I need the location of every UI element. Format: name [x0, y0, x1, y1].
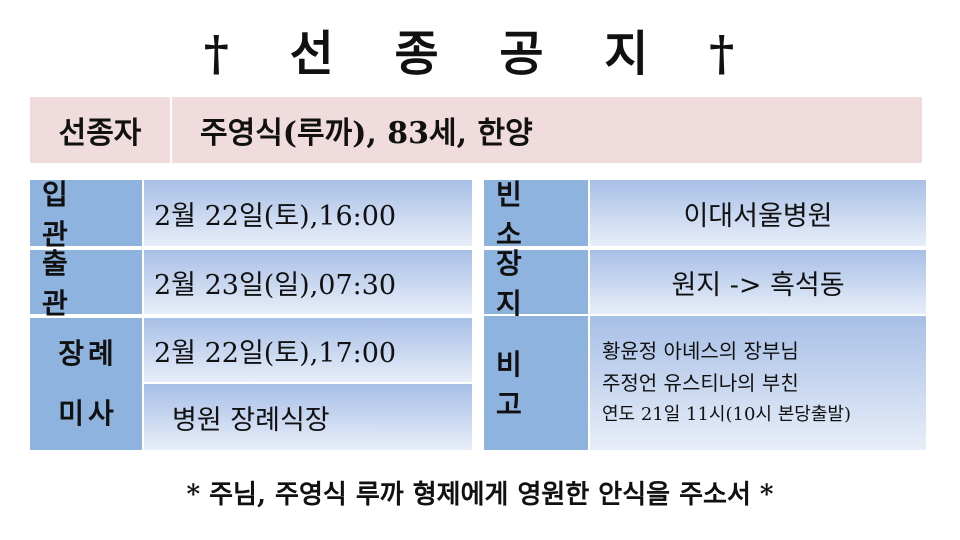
- departure-value: 2월 23일(일),07:30: [144, 250, 472, 314]
- funeral-mass-label: 장례 미사: [30, 318, 142, 450]
- prayer-footer: * 주님, 주영식 루까 형제에게 영원한 안식을 주소서 *: [186, 480, 774, 510]
- page-title: † 선 종 공 지 †: [203, 26, 757, 82]
- remarks-line: 연도 21일 11시(10시 본당출발): [602, 404, 851, 425]
- encoffining-value: 2월 22일(토),16:00: [144, 180, 472, 246]
- deceased-label: 선종자: [30, 97, 172, 163]
- burial-label: 장 지: [484, 247, 588, 320]
- funeral-mass-time: 2월 22일(토),17:00: [144, 318, 472, 382]
- remarks-line: 황윤정 아녜스의 장부님: [602, 339, 799, 363]
- deceased-row: 선종자 주영식(루까), 83세, 한양: [30, 97, 922, 163]
- departure-label: 출 관: [30, 247, 142, 320]
- remarks-line: 주정언 유스티나의 부친: [602, 371, 799, 395]
- mortuary-label: 빈 소: [484, 178, 588, 251]
- mortuary-value: 이대서울병원: [590, 180, 926, 246]
- deceased-value: 주영식(루까), 83세, 한양: [200, 116, 533, 151]
- mass-label: 미사: [58, 397, 118, 430]
- funeral-label: 장례: [58, 337, 118, 370]
- encoffining-label: 입 관: [30, 178, 142, 251]
- funeral-mass-place: 병원 장례식장: [144, 384, 472, 450]
- remarks-value: 황윤정 아녜스의 장부님 주정언 유스티나의 부친 연도 21일 11시(10시…: [590, 316, 926, 450]
- remarks-label: 비 고: [484, 316, 588, 450]
- burial-value: 원지 -> 흑석동: [590, 250, 926, 314]
